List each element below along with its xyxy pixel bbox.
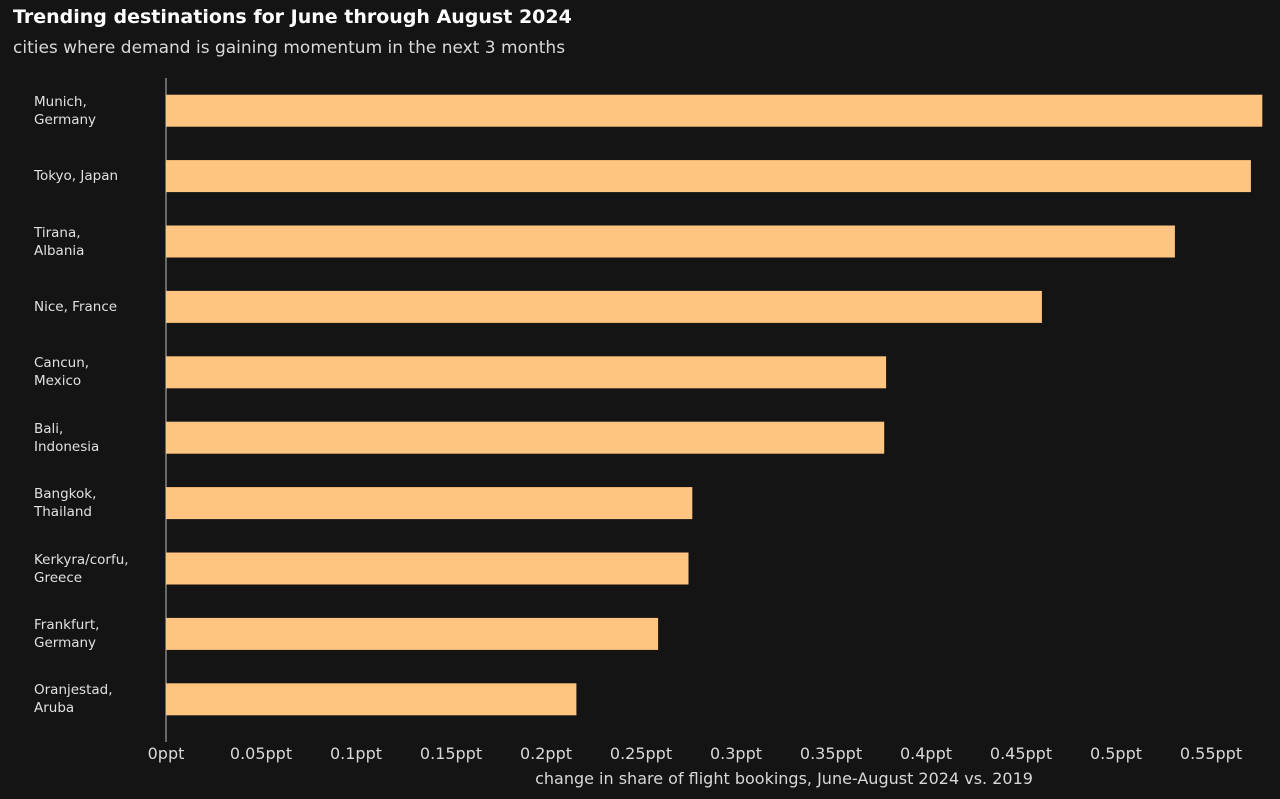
- x-tick-label: 0.5ppt: [1089, 744, 1143, 763]
- y-tick-label: Bali, Indonesia: [34, 420, 100, 455]
- bar: [166, 683, 577, 716]
- x-tick-label: 0.1ppt: [329, 744, 383, 763]
- y-tick-label: Tirana, Albania: [34, 224, 85, 259]
- chart-title: Trending destinations for June through A…: [13, 6, 572, 28]
- y-tick-label: Kerkyra/corfu, Greece: [34, 551, 129, 586]
- bar: [166, 421, 885, 454]
- bar: [166, 487, 693, 520]
- bar: [166, 290, 1042, 323]
- x-tick-label: 0.55ppt: [1179, 744, 1243, 763]
- bar: [166, 356, 887, 389]
- x-axis-title: change in share of flight bookings, June…: [535, 769, 1033, 788]
- bar: [166, 94, 1263, 127]
- x-tick-label: 0.25ppt: [609, 744, 673, 763]
- chart-subtitle: cities where demand is gaining momentum …: [13, 38, 566, 58]
- bar: [166, 552, 689, 585]
- x-tick-label: 0.15ppt: [419, 744, 483, 763]
- bar: [166, 225, 1175, 258]
- x-tick-label: 0.05ppt: [229, 744, 293, 763]
- x-tick-label: 0.45ppt: [989, 744, 1053, 763]
- y-tick-label: Frankfurt, Germany: [34, 616, 100, 651]
- y-tick-label: Tokyo, Japan: [34, 168, 119, 185]
- y-tick-label: Nice, France: [34, 298, 118, 315]
- y-tick-label: Oranjestad, Aruba: [34, 682, 113, 717]
- x-tick-label: 0.4ppt: [899, 744, 953, 763]
- x-tick-label: 0.2ppt: [519, 744, 573, 763]
- y-tick-label: Munich, Germany: [34, 93, 97, 128]
- y-tick-label: Bangkok, Thailand: [34, 486, 97, 521]
- x-tick-label: 0.3ppt: [709, 744, 763, 763]
- y-tick-label: Cancun, Mexico: [34, 355, 90, 390]
- x-tick-label: 0ppt: [147, 744, 185, 763]
- bar: [166, 617, 659, 650]
- bar: [166, 160, 1251, 193]
- x-tick-label: 0.35ppt: [799, 744, 863, 763]
